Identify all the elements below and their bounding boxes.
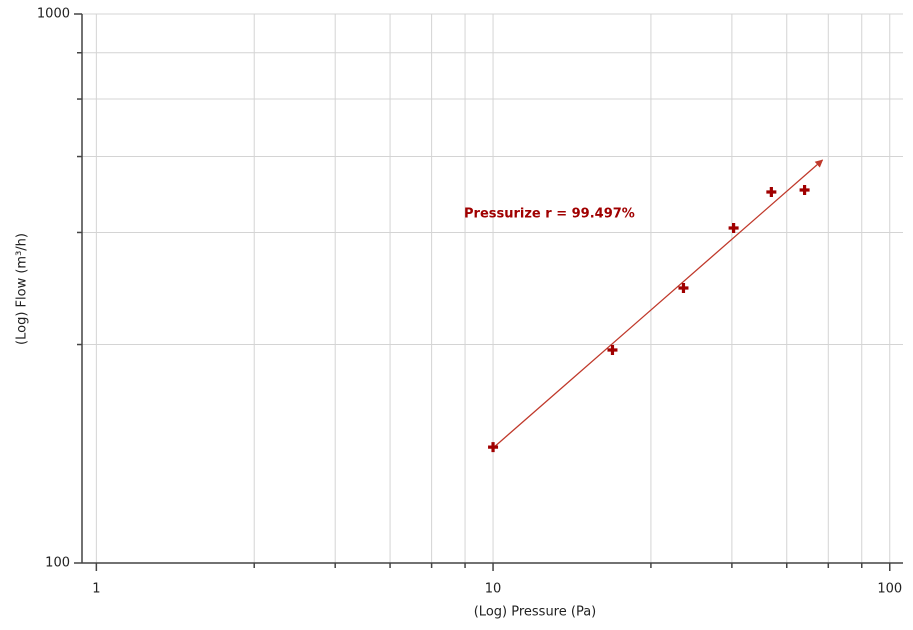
y-axis-label: (Log) Flow (m³/h)	[15, 233, 30, 345]
x-tick-label: 1	[92, 582, 100, 597]
point	[488, 442, 499, 453]
point	[678, 282, 689, 293]
x-tick-label: 100	[877, 582, 902, 597]
annotation: Pressurize r = 99.497%	[464, 207, 635, 222]
point	[799, 184, 810, 195]
y-tick-label: 100	[45, 556, 70, 571]
x-tick-label: 10	[485, 582, 502, 597]
x-axis-label: (Log) Pressure (Pa)	[474, 605, 597, 620]
y-tick-label: 1000	[37, 7, 70, 22]
point	[766, 186, 777, 197]
point	[728, 222, 739, 233]
fit-line	[492, 159, 824, 449]
point	[607, 345, 618, 356]
